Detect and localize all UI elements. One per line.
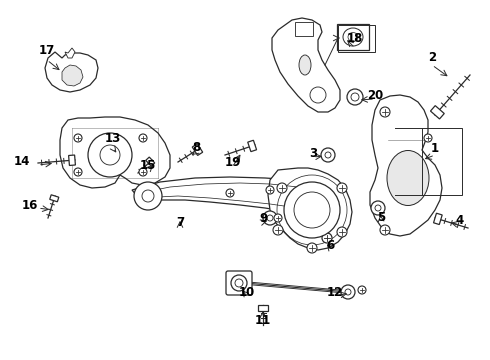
Ellipse shape [299, 55, 311, 75]
Text: 13: 13 [105, 131, 121, 144]
Polygon shape [258, 305, 268, 311]
Circle shape [74, 168, 82, 176]
Polygon shape [69, 155, 75, 166]
Text: 5: 5 [377, 211, 385, 224]
Circle shape [100, 145, 120, 165]
Circle shape [306, 191, 314, 199]
FancyBboxPatch shape [226, 271, 252, 295]
Circle shape [231, 275, 247, 291]
Circle shape [273, 225, 283, 235]
Circle shape [341, 285, 355, 299]
Circle shape [424, 134, 432, 142]
Text: 18: 18 [347, 32, 363, 45]
Polygon shape [146, 157, 155, 166]
Text: 8: 8 [192, 140, 200, 153]
Polygon shape [62, 65, 83, 86]
Circle shape [74, 134, 82, 142]
Polygon shape [370, 95, 442, 236]
Bar [422, 128, 462, 195]
Circle shape [371, 201, 385, 215]
Ellipse shape [348, 32, 358, 41]
Circle shape [284, 182, 340, 238]
Polygon shape [65, 48, 75, 58]
Circle shape [322, 233, 332, 243]
Text: 4: 4 [456, 213, 464, 226]
Circle shape [134, 182, 162, 210]
Text: 9: 9 [259, 212, 267, 225]
Circle shape [277, 183, 287, 193]
Polygon shape [49, 195, 59, 202]
Polygon shape [60, 117, 170, 188]
Polygon shape [268, 168, 352, 250]
Circle shape [325, 152, 331, 158]
Circle shape [294, 192, 330, 228]
Circle shape [274, 214, 282, 222]
Polygon shape [192, 144, 203, 156]
Text: 14: 14 [14, 154, 30, 167]
Text: 11: 11 [255, 315, 271, 328]
Bar [338, 25, 375, 52]
FancyBboxPatch shape [337, 24, 369, 50]
Circle shape [347, 89, 363, 105]
Circle shape [88, 133, 132, 177]
Circle shape [321, 148, 335, 162]
Bar [295, 22, 313, 36]
Polygon shape [132, 177, 338, 213]
Circle shape [235, 279, 243, 287]
Circle shape [351, 93, 359, 101]
Text: 15: 15 [140, 158, 156, 171]
Circle shape [337, 227, 347, 237]
Polygon shape [248, 140, 257, 152]
Text: 3: 3 [309, 147, 317, 159]
Circle shape [345, 289, 351, 295]
Circle shape [380, 225, 390, 235]
Polygon shape [272, 18, 340, 112]
Text: 12: 12 [327, 285, 343, 298]
Circle shape [375, 205, 381, 211]
Circle shape [263, 211, 277, 225]
Polygon shape [45, 52, 98, 92]
Circle shape [139, 134, 147, 142]
Text: 16: 16 [22, 198, 38, 212]
Circle shape [358, 286, 366, 294]
Circle shape [307, 243, 317, 253]
Text: 10: 10 [239, 285, 255, 298]
Text: 20: 20 [367, 89, 383, 102]
Circle shape [266, 186, 274, 194]
Polygon shape [434, 213, 442, 225]
Circle shape [337, 183, 347, 193]
Text: 1: 1 [431, 141, 439, 154]
Circle shape [142, 190, 154, 202]
Ellipse shape [387, 150, 429, 206]
Circle shape [267, 215, 273, 221]
Text: 19: 19 [225, 156, 241, 168]
Polygon shape [431, 105, 444, 119]
Circle shape [380, 107, 390, 117]
Text: 7: 7 [176, 216, 184, 229]
Text: 6: 6 [326, 239, 334, 252]
Text: 17: 17 [39, 44, 55, 57]
Text: 2: 2 [428, 50, 436, 63]
Circle shape [139, 168, 147, 176]
Circle shape [226, 189, 234, 197]
Ellipse shape [343, 28, 363, 46]
Circle shape [310, 87, 326, 103]
